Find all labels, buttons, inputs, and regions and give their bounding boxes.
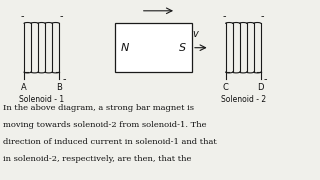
Text: -: - xyxy=(222,11,226,21)
Bar xyxy=(115,23,192,72)
Text: moving towards solenoid-2 from solenoid-1. The: moving towards solenoid-2 from solenoid-… xyxy=(3,121,207,129)
Text: A: A xyxy=(21,83,27,92)
Text: C: C xyxy=(223,83,228,92)
Text: Solenoid - 1: Solenoid - 1 xyxy=(19,95,64,104)
Text: D: D xyxy=(258,83,264,92)
Text: -: - xyxy=(261,11,264,21)
Text: v: v xyxy=(192,29,198,39)
Text: N: N xyxy=(121,43,129,53)
Text: B: B xyxy=(56,83,62,92)
Text: direction of induced current in solenoid-1 and that: direction of induced current in solenoid… xyxy=(3,138,217,146)
Text: -: - xyxy=(21,11,24,21)
Text: -: - xyxy=(264,74,268,84)
Text: in solenoid-2, respectively, are then, that the: in solenoid-2, respectively, are then, t… xyxy=(3,155,192,163)
Text: Solenoid - 2: Solenoid - 2 xyxy=(220,95,266,104)
Text: -: - xyxy=(59,11,62,21)
Text: S: S xyxy=(179,43,186,53)
Text: In the above diagram, a strong bar magnet is: In the above diagram, a strong bar magne… xyxy=(3,104,194,112)
Text: -: - xyxy=(62,74,66,84)
